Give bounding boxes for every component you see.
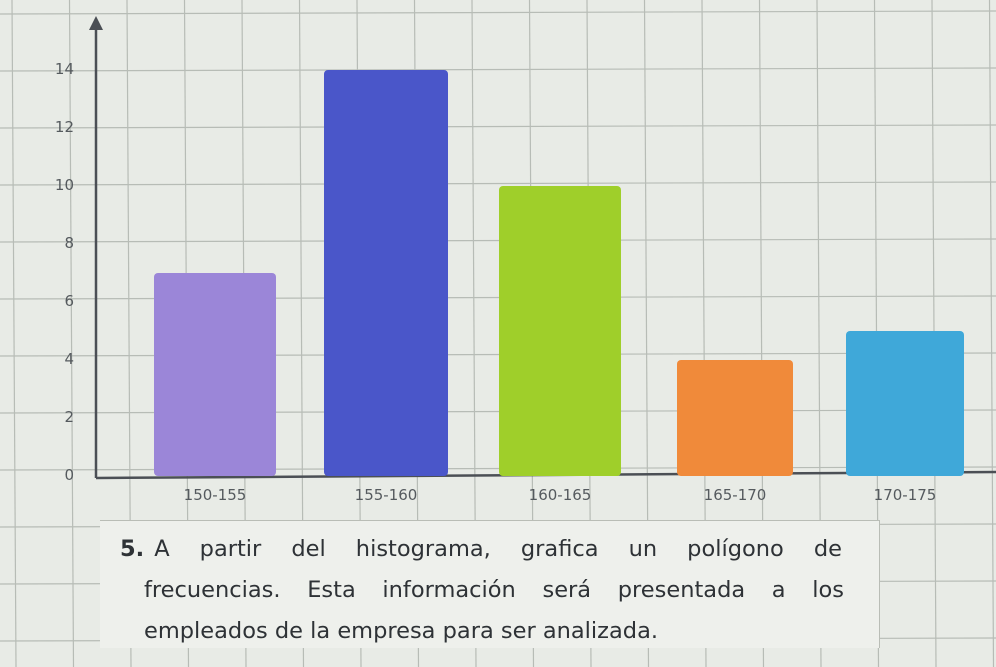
x-tick-label: 170-175 — [874, 486, 937, 504]
y-axis-arrow-icon — [89, 16, 103, 30]
bars-group — [154, 70, 964, 476]
y-tick-label: 4 — [64, 350, 74, 368]
bar-160-165 — [499, 186, 621, 476]
x-tick-label: 155-160 — [355, 486, 418, 504]
bar-150-155 — [154, 273, 276, 476]
exercise-line-1: 5. A partir del histograma, grafica un po… — [120, 529, 842, 570]
y-tick-label: 2 — [64, 408, 74, 426]
grid-line-vertical — [68, 0, 75, 667]
grid-line-horizontal — [0, 124, 996, 129]
grid-line-vertical — [11, 0, 17, 667]
grid-line-horizontal — [0, 238, 996, 243]
y-tick-label: 8 — [64, 234, 74, 252]
grid-line-vertical — [988, 0, 995, 667]
exercise-line-3: empleados de la empresa para ser analiza… — [144, 618, 659, 644]
bar-170-175 — [846, 331, 964, 476]
x-tick-label: 150-155 — [184, 486, 247, 504]
grid-line-horizontal — [0, 10, 996, 15]
y-tick-label: 12 — [55, 118, 74, 136]
bar-165-170 — [677, 360, 793, 476]
x-tick-label: 165-170 — [704, 486, 767, 504]
exercise-number: 5. — [120, 536, 145, 562]
grid-line-horizontal — [0, 295, 996, 300]
y-tick-label: 6 — [64, 292, 74, 310]
bar-155-160 — [324, 70, 448, 476]
x-tick-labels: 150-155 155-160 160-165 165-170 170-175 — [184, 486, 937, 504]
exercise-line-2: frecuencias. Esta información será prese… — [144, 577, 844, 603]
exercise-line-1-text: A partir del histograma, grafica un polí… — [154, 536, 842, 562]
grid-line-horizontal — [0, 67, 996, 72]
y-tick-label: 0 — [64, 466, 74, 484]
x-tick-label: 160-165 — [529, 486, 592, 504]
y-tick-label: 14 — [55, 60, 74, 78]
y-tick-labels: 0 2 4 6 8 10 12 14 — [55, 60, 74, 484]
grid-line-horizontal — [0, 181, 996, 186]
y-tick-label: 10 — [55, 176, 74, 194]
exercise-text: 5. A partir del histograma, grafica un po… — [100, 520, 880, 648]
